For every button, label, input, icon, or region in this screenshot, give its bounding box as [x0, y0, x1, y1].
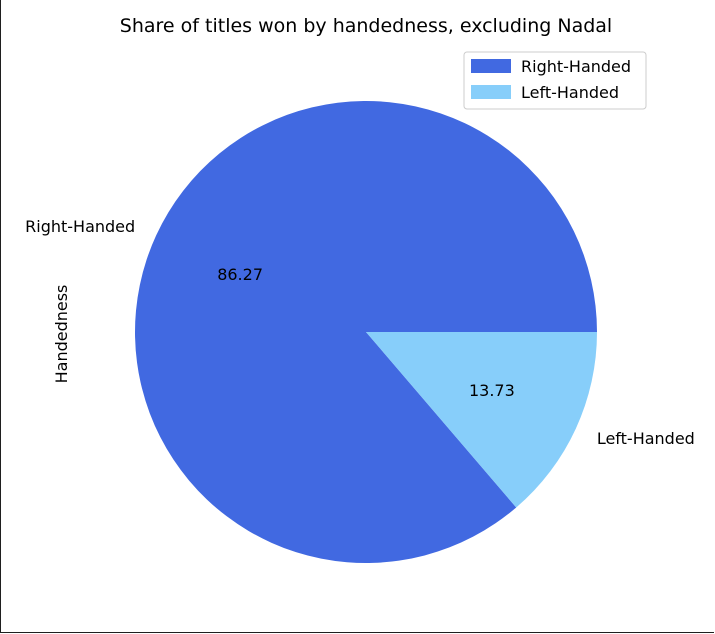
slice-value-label-right-handed: 86.27 — [217, 265, 263, 284]
chart-title: Share of titles won by handedness, exclu… — [120, 15, 612, 37]
legend-label-left-handed: Left-Handed — [521, 83, 619, 102]
pie-percentage-labels: 86.27 13.73 — [217, 265, 515, 400]
slice-label-left-handed: Left-Handed — [597, 429, 695, 448]
pie-slice-labels: Right-Handed Left-Handed — [25, 217, 695, 448]
legend: Right-Handed Left-Handed — [463, 51, 647, 110]
legend-swatch-left-handed — [471, 85, 511, 99]
legend-swatch-right-handed — [471, 59, 511, 73]
legend-label-right-handed: Right-Handed — [521, 57, 631, 76]
slice-label-right-handed: Right-Handed — [25, 217, 135, 236]
pie-slices — [135, 100, 597, 564]
pie-slice-left-handed — [366, 332, 597, 508]
slice-value-label-left-handed: 13.73 — [469, 381, 515, 400]
y-axis-label: Handedness — [52, 285, 71, 384]
